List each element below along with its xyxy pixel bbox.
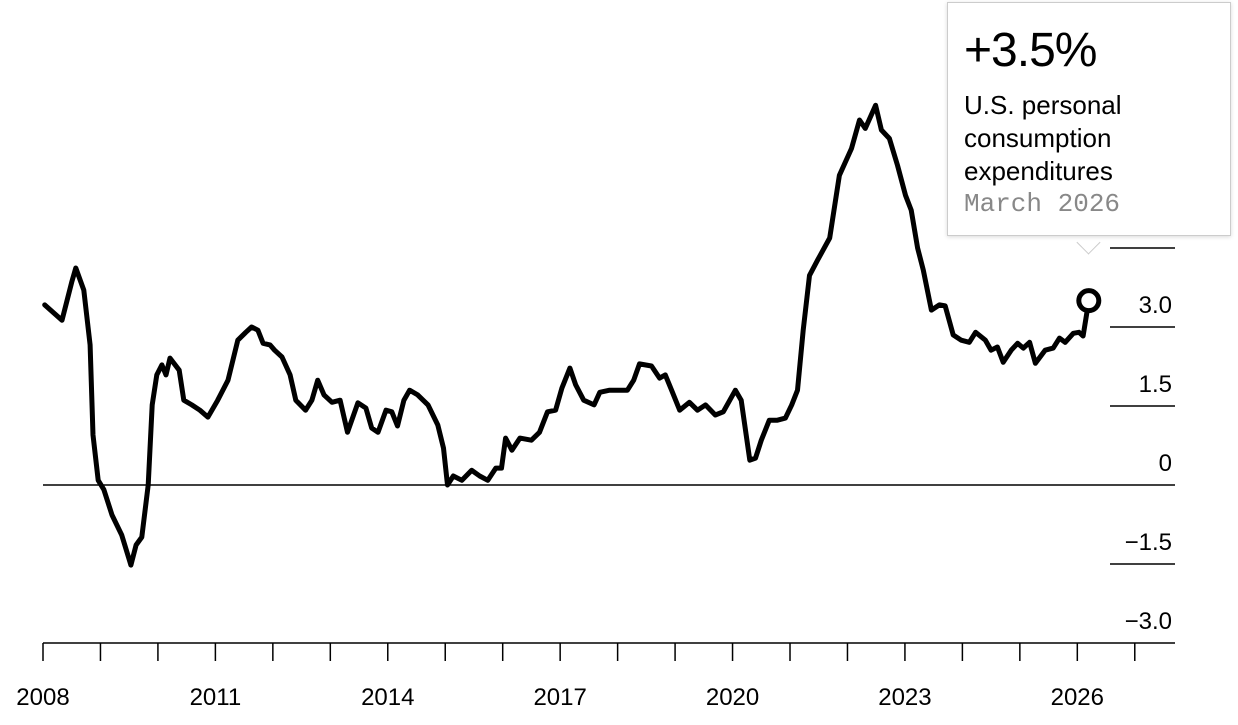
- x-tick-label: 2014: [361, 684, 414, 711]
- callout: +3.5% U.S. personal consumption expendit…: [947, 2, 1231, 236]
- y-tick-label: 0: [1159, 450, 1172, 477]
- callout-value: +3.5%: [964, 24, 1097, 77]
- x-tick-label: 2017: [533, 684, 586, 711]
- y-tick-label: 3.0: [1139, 292, 1172, 319]
- callout-text: U.S. personal consumption expenditures: [964, 90, 1122, 186]
- callout-date: March 2026: [964, 189, 1121, 219]
- y-tick-label: −1.5: [1125, 529, 1172, 556]
- x-tick-label: 2008: [16, 684, 69, 711]
- y-tick-label: −3.0: [1125, 608, 1172, 635]
- last-point: [1076, 288, 1102, 314]
- x-tick-label: 2020: [706, 684, 759, 711]
- x-tick-label: 2011: [190, 684, 242, 711]
- x-tick-label: 2023: [878, 684, 931, 711]
- line: [42, 102, 1092, 568]
- x-tick-label: 2026: [1051, 684, 1104, 711]
- y-tick-label: 1.5: [1139, 371, 1172, 398]
